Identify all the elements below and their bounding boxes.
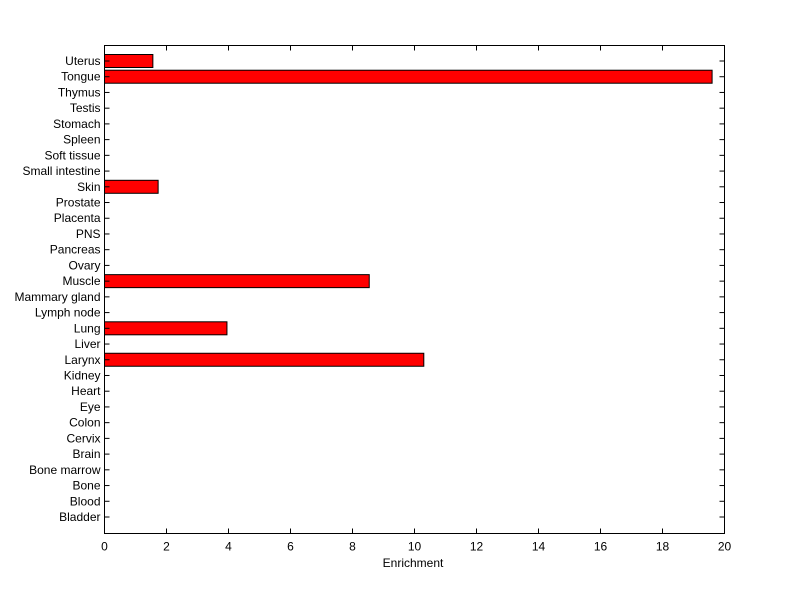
y-tick-label: Uterus — [65, 54, 100, 68]
x-axis: 0 2 4 6 8 10 12 14 16 18 20 — [101, 45, 732, 554]
x-tick-label: 2 — [163, 540, 170, 554]
y-tick-label: Blood — [70, 494, 101, 508]
bar-larynx — [104, 352, 425, 367]
y-tick-label: Kidney — [64, 368, 101, 382]
y-tick-label: Testis — [70, 101, 101, 115]
x-tick-label: 16 — [594, 540, 608, 554]
y-tick-label: Pancreas — [50, 243, 101, 257]
y-tick-label: Lymph node — [35, 306, 101, 320]
x-tick-label: 0 — [101, 540, 108, 554]
y-tick-label: Brain — [72, 447, 100, 461]
x-tick-label: 18 — [656, 540, 670, 554]
bar-uterus — [104, 54, 154, 68]
bar-lung — [104, 321, 228, 336]
x-tick-label: 20 — [718, 540, 732, 554]
y-tick-label: Lung — [74, 321, 101, 335]
bars — [104, 54, 713, 367]
y-tick-label: Bone — [72, 479, 100, 493]
bar-tongue — [104, 69, 713, 84]
bar-muscle — [104, 274, 370, 289]
y-tick-label: Muscle — [62, 274, 100, 288]
bar-skin — [104, 179, 159, 194]
axes-box — [104, 45, 725, 534]
x-tick-label: 14 — [532, 540, 546, 554]
y-tick-label: Skin — [77, 180, 100, 194]
y-tick-label: Prostate — [56, 196, 101, 210]
y-tick-label: Colon — [69, 416, 100, 430]
x-tick-label: 8 — [349, 540, 356, 554]
y-tick-label: PNS — [76, 227, 101, 241]
y-tick-label: Stomach — [53, 117, 100, 131]
y-tick-label: Bone marrow — [29, 463, 101, 477]
y-tick-label: Larynx — [64, 353, 100, 367]
y-tick-label: Eye — [80, 400, 101, 414]
y-tick-label: Thymus — [58, 85, 101, 99]
y-tick-label: Heart — [71, 384, 101, 398]
y-tick-label: Mammary gland — [14, 290, 100, 304]
y-tick-label: Bladder — [59, 510, 100, 524]
y-tick-label: Soft tissue — [44, 148, 100, 162]
y-tick-label: Placenta — [54, 211, 101, 225]
y-tick-label: Cervix — [66, 431, 100, 445]
x-tick-label: 4 — [225, 540, 232, 554]
y-tick-label: Spleen — [63, 133, 100, 147]
x-tick-label: 10 — [408, 540, 422, 554]
x-tick-label: 12 — [470, 540, 484, 554]
x-axis-label: Enrichment — [383, 556, 444, 570]
y-tick-label: Tongue — [61, 70, 101, 84]
y-tick-label: Liver — [74, 337, 100, 351]
y-tick-label: Ovary — [68, 258, 100, 272]
y-tick-label: Small intestine — [22, 164, 100, 178]
x-tick-label: 6 — [287, 540, 294, 554]
